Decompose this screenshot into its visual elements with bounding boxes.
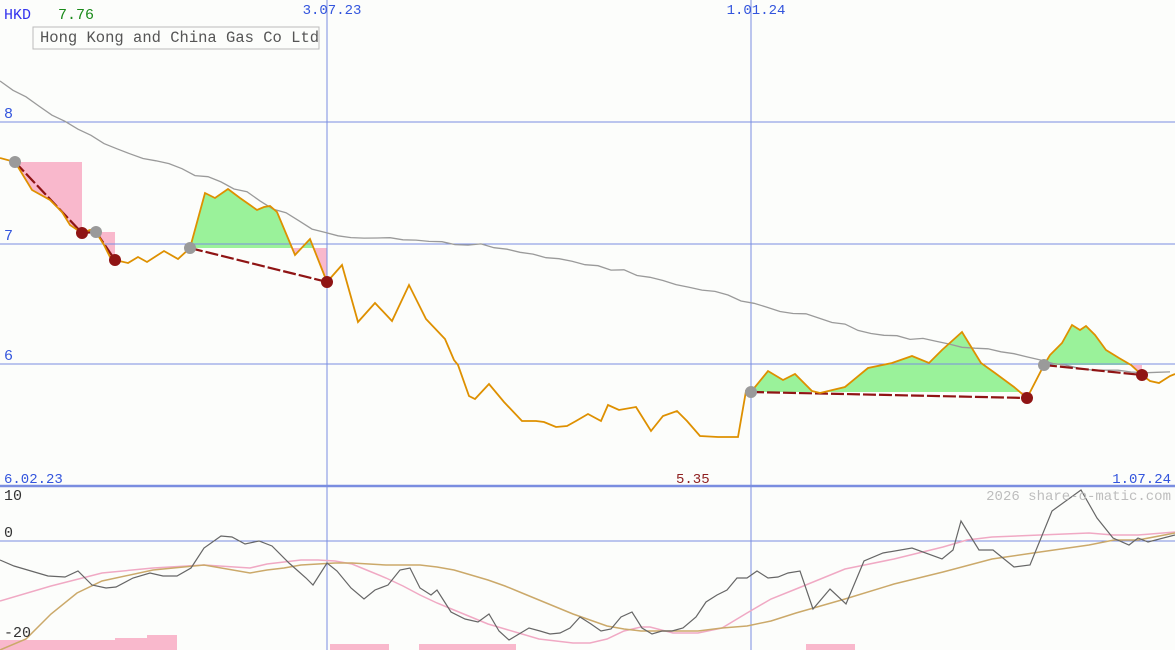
svg-text:2026 share-o-matic.com: 2026 share-o-matic.com <box>986 489 1171 505</box>
svg-text:7.76: 7.76 <box>58 7 94 24</box>
svg-text:3.07.23: 3.07.23 <box>303 3 362 19</box>
svg-text:-20: -20 <box>4 625 31 642</box>
svg-text:5.35: 5.35 <box>676 472 710 488</box>
svg-text:8: 8 <box>4 106 13 123</box>
svg-text:6: 6 <box>4 348 13 365</box>
svg-text:1.07.24: 1.07.24 <box>1112 472 1171 488</box>
svg-text:Hong Kong and China Gas Co Ltd: Hong Kong and China Gas Co Ltd <box>40 29 319 47</box>
svg-text:7: 7 <box>4 228 13 245</box>
svg-text:1.01.24: 1.01.24 <box>727 3 786 19</box>
svg-text:0: 0 <box>4 525 13 542</box>
svg-text:10: 10 <box>4 488 22 505</box>
svg-text:6.02.23: 6.02.23 <box>4 472 63 488</box>
svg-text:HKD: HKD <box>4 7 31 24</box>
